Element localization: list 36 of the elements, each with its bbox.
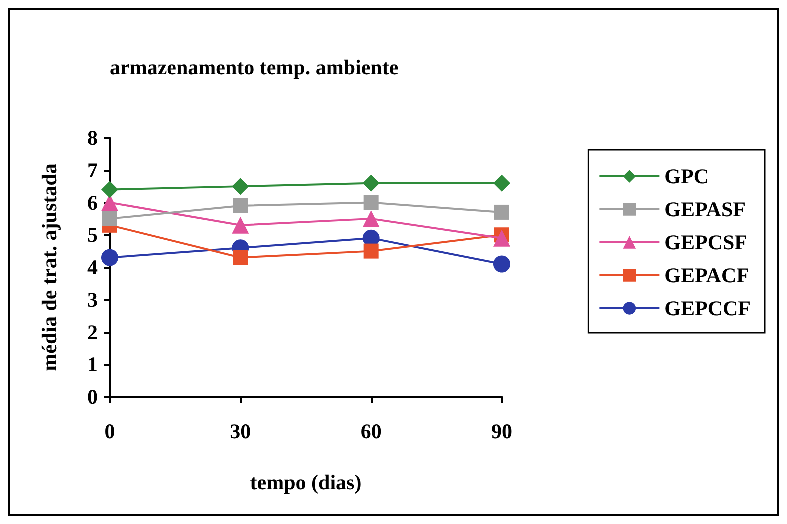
point: [364, 244, 379, 259]
point: [362, 210, 380, 228]
legend-label: GEPCCF: [664, 296, 751, 320]
point: [494, 256, 510, 273]
point: [232, 216, 250, 234]
point: [494, 230, 510, 247]
y-tick-label: 8: [88, 126, 98, 150]
point: [232, 178, 250, 196]
x-tick-label: 90: [492, 420, 512, 444]
x-axis-title: tempo (dias): [250, 470, 362, 494]
y-axis-title: média de trat. ajustada: [38, 163, 62, 372]
point: [233, 198, 248, 214]
y-tick-label: 6: [88, 190, 98, 215]
y-tick-label: 3: [88, 288, 98, 312]
x-tick-label: 60: [360, 420, 382, 444]
y-tick-label: 4: [88, 256, 98, 280]
legend-label: GEPCSF: [664, 230, 748, 254]
point: [494, 174, 510, 192]
y-tick-label: 0: [88, 385, 98, 409]
x-tick-label: 30: [230, 420, 252, 444]
x-tick-label: 0: [104, 420, 116, 444]
point: [362, 174, 380, 192]
point: [494, 204, 510, 220]
point: [102, 181, 118, 198]
chart-title: armazenamento temp. ambiente: [110, 56, 399, 80]
y-tick-label: 7: [88, 158, 98, 182]
y-tick-label: 1: [88, 352, 98, 377]
legend-label: GEPASF: [664, 198, 746, 222]
point: [233, 250, 248, 266]
y-tick-label: 2: [88, 320, 98, 344]
legend-label: GEPACF: [664, 264, 750, 288]
legend-label: GPC: [664, 164, 709, 188]
point: [102, 249, 118, 266]
point: [102, 211, 118, 226]
y-tick-label: 5: [88, 223, 98, 248]
point: [364, 195, 379, 210]
